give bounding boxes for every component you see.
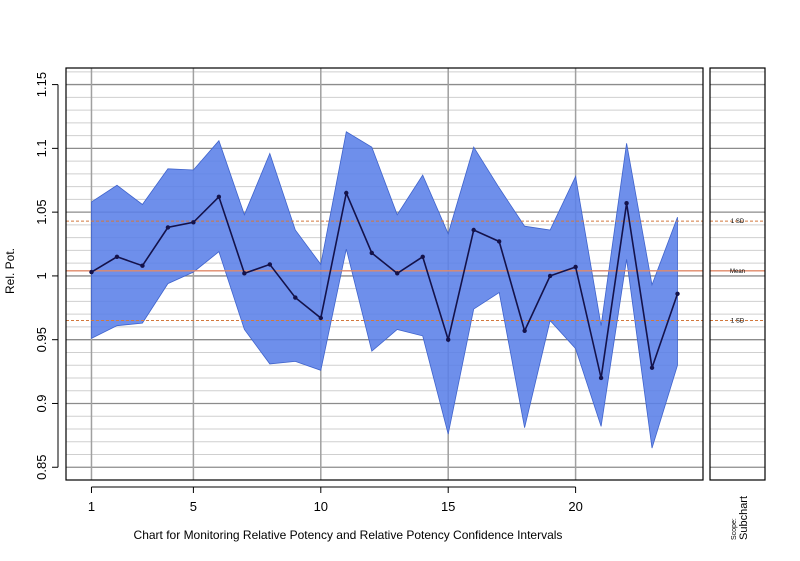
reference-line-label: Mean <box>730 269 745 275</box>
y-tick-label: 0.9 <box>34 394 49 412</box>
data-point <box>140 263 145 268</box>
data-point <box>446 337 451 342</box>
data-point <box>318 315 323 321</box>
data-point <box>522 328 527 333</box>
data-point <box>344 190 349 196</box>
series-line <box>91 190 679 379</box>
y-axis-title: Rel. Pot. <box>3 248 17 294</box>
data-point <box>496 239 502 244</box>
data-point <box>165 225 171 230</box>
data-point <box>216 194 222 200</box>
confidence-interval-band <box>91 131 678 449</box>
y-axis: 0.85 0.9 0.95 1 1.05 1.1 1.15 <box>34 72 59 480</box>
data-point <box>420 254 425 259</box>
data-point <box>649 365 655 370</box>
data-point <box>598 375 604 381</box>
data-point <box>471 227 476 233</box>
x-tick-label: 1 <box>88 499 95 514</box>
subchart-frame <box>709 67 766 481</box>
scope-value: Subchart <box>738 496 750 540</box>
data-point <box>573 264 578 270</box>
plot-frame <box>65 67 704 481</box>
data-point <box>547 273 553 279</box>
data-points <box>89 190 680 381</box>
data-point <box>267 262 273 267</box>
data-point <box>191 220 196 225</box>
y-tick-label: 1.15 <box>34 72 49 97</box>
data-point <box>89 269 94 275</box>
x-tick-label: 15 <box>441 499 455 514</box>
data-point <box>242 271 247 276</box>
x-tick-label: 20 <box>568 499 582 514</box>
reference-line-label: 1 SD <box>731 319 745 325</box>
data-point <box>369 250 374 256</box>
y-tick-label: 1.1 <box>34 139 49 157</box>
x-axis: 1 5 10 15 20 <box>88 486 583 514</box>
data-point <box>114 254 120 259</box>
data-point <box>293 295 298 300</box>
series-relative-potency <box>91 190 679 379</box>
data-point <box>624 201 629 206</box>
reference-line-label: 1 SD <box>731 219 745 225</box>
reference-line-labels: 1 SD Mean 1 SD <box>730 219 745 324</box>
x-axis-title: Chart for Monitoring Relative Potency an… <box>134 528 563 542</box>
scope-title: Scope: <box>731 518 738 540</box>
y-tick-label: 0.95 <box>34 327 49 352</box>
data-point <box>675 291 680 296</box>
x-tick-label: 5 <box>190 499 197 514</box>
y-tick-label: 0.85 <box>34 455 49 480</box>
data-point <box>395 271 400 276</box>
subchart-grid-lines <box>710 71 765 468</box>
reference-lines <box>66 220 765 322</box>
y-tick-label: 1 <box>34 272 49 279</box>
x-tick-label: 10 <box>314 499 328 514</box>
y-tick-label: 1.05 <box>34 199 49 224</box>
